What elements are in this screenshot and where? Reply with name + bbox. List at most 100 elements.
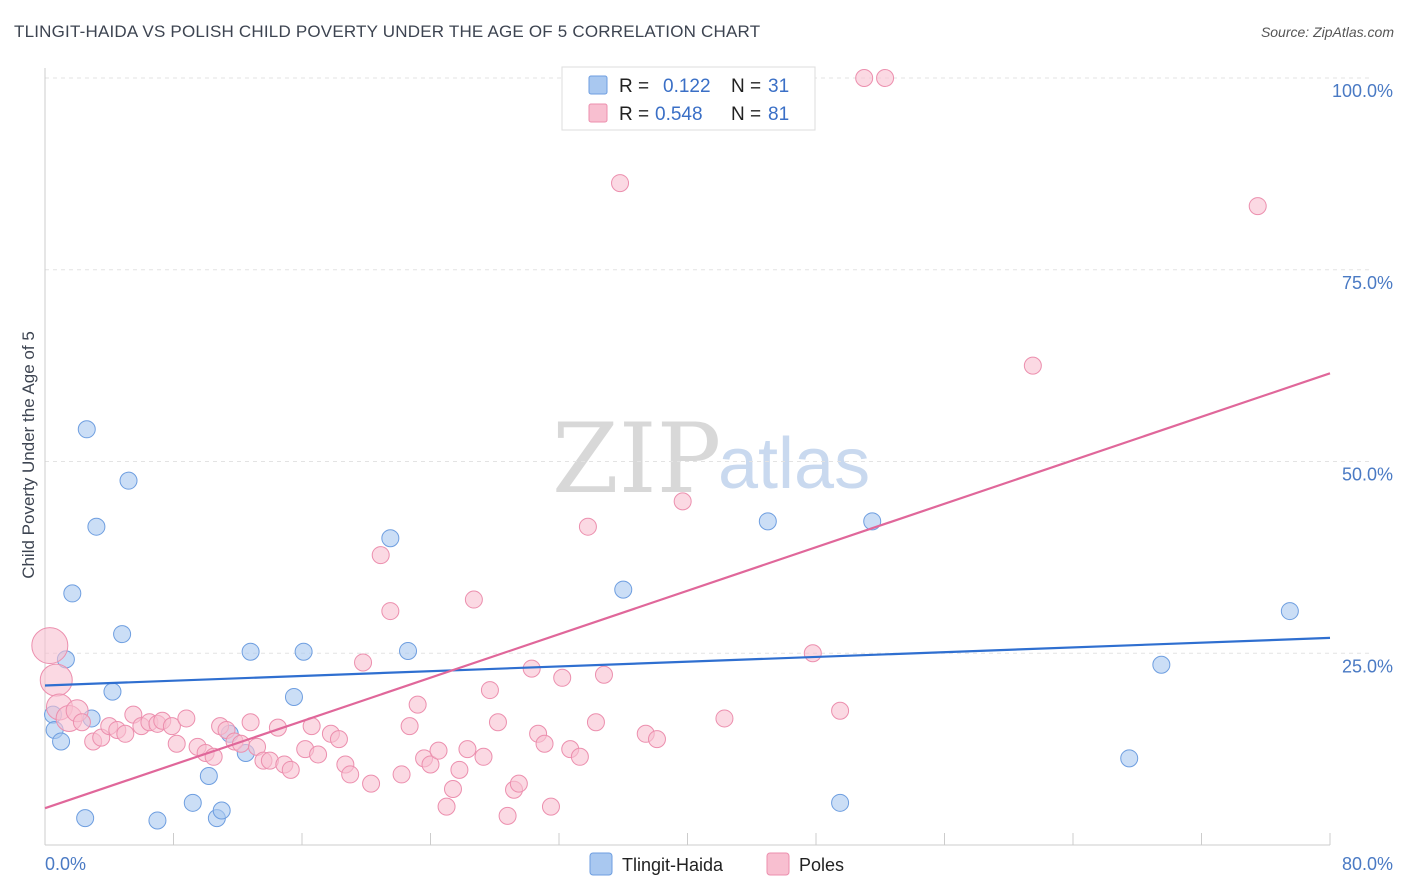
poles-point [116,724,135,743]
poles-point [450,760,469,779]
legend-n-value: 31 [768,76,789,97]
poles-point [586,713,605,732]
watermark: ZIP atlas [552,403,870,515]
y-tick-label: 25.0% [1342,656,1393,676]
poles-point [1248,197,1267,216]
legend-r-label: R = [619,104,649,125]
tlingit-haida-point [119,471,138,490]
trend-lines [44,372,1331,810]
poles-point [241,713,260,732]
poles-point [72,713,91,732]
poles-point [594,665,613,684]
poles-point [329,730,348,749]
tlingit-haida-point [183,793,202,812]
tlingit-haida-point [1280,602,1299,621]
tlingit-haida-point [76,809,95,828]
stats-legend: R = 0.122 N = 31 R = 0.548 N = 81 [561,66,816,131]
tlingit-haida-point [199,766,218,785]
bottom-legend-label-poles: Poles [799,855,844,875]
poles-point [362,774,381,793]
x-tick-label: 0.0% [45,854,86,874]
y-tick-label: 75.0% [1342,273,1393,293]
y-tick-label: 50.0% [1342,465,1393,485]
poles-point [464,590,483,609]
poles-point [408,695,427,714]
poles-point [611,174,630,193]
tlingit-haida-point [103,682,122,701]
watermark-zip: ZIP [552,403,721,515]
poles-point [803,644,822,663]
poles-point [509,774,528,793]
poles-point [474,747,493,766]
tlingit-haida-point [77,420,96,439]
poles-point [341,765,360,784]
x-tick-labels: 0.0% 80.0% [45,854,1393,874]
tlingit-haida-point [241,642,260,661]
tlingit-haida-point [381,529,400,548]
poles-point [354,653,373,672]
chart-source: Source: ZipAtlas.com [1260,24,1394,40]
watermark-atlas: atlas [718,424,870,504]
legend-r-label: R = [619,76,649,97]
poles-point [876,69,895,87]
tlingit-haida-point [87,517,106,536]
poles-point [281,760,300,779]
poles-point [831,701,850,720]
poles-point [1023,356,1042,375]
tlingit-haida-point [63,584,82,603]
poles-point [167,734,186,753]
poles-point [371,546,390,565]
poles-point [458,740,477,759]
tlingit-haida-point [212,801,231,820]
bottom-legend-label-tlingit-haida: Tlingit-Haida [622,855,724,875]
legend-n-label: N = [731,104,761,125]
tlingit-haida-point [614,580,633,599]
chart-title: TLINGIT-HAIDA VS POLISH CHILD POVERTY UN… [14,22,761,41]
tlingit-haida-point [1120,749,1139,768]
poles-point [535,734,554,753]
legend-r-value: 0.122 [663,76,711,97]
tlingit-haida-point [758,512,777,531]
bottom-legend-swatch-poles [766,852,790,876]
poles-point [488,713,507,732]
series-legend: Tlingit-Haida Poles [589,852,844,876]
poles-point [647,730,666,749]
poles-point [437,797,456,816]
y-axis-label: Child Poverty Under the Age of 5 [19,331,38,579]
tlingit-haida-trend-line [44,636,1331,687]
poles-point [553,668,572,687]
poles-point [381,602,400,621]
poles-point [578,517,597,536]
poles-point [309,745,328,764]
poles-point [855,69,874,87]
poles-point [162,717,181,736]
tlingit-haida-point [294,642,313,661]
poles-point [177,709,196,728]
poles-point [31,627,69,665]
y-tick-labels: 100.0% 75.0% 50.0% 25.0% [1332,81,1393,676]
legend-n-value: 81 [768,104,789,125]
data-points [31,69,1299,830]
legend-n-label: N = [731,76,761,97]
tlingit-haida-point [831,793,850,812]
tlingit-haida-point [863,512,882,531]
poles-point [480,681,499,700]
tlingit-haida-point [1152,655,1171,674]
poles-point [429,741,448,760]
bottom-legend-swatch-tlingit-haida [589,852,613,876]
legend-swatch-poles [588,103,608,123]
poles-point [443,780,462,799]
x-tick-label: 80.0% [1342,854,1393,874]
tlingit-haida-point [148,811,167,830]
tlingit-haida-point [52,732,71,751]
legend-swatch-tlingit-haida [588,75,608,95]
tlingit-haida-point [284,687,303,706]
y-tick-label: 100.0% [1332,81,1393,101]
poles-point [715,709,734,728]
tlingit-haida-point [399,641,418,660]
poles-point [541,797,560,816]
poles-trend-line [44,372,1331,810]
poles-point [570,747,589,766]
poles-point [498,806,517,825]
